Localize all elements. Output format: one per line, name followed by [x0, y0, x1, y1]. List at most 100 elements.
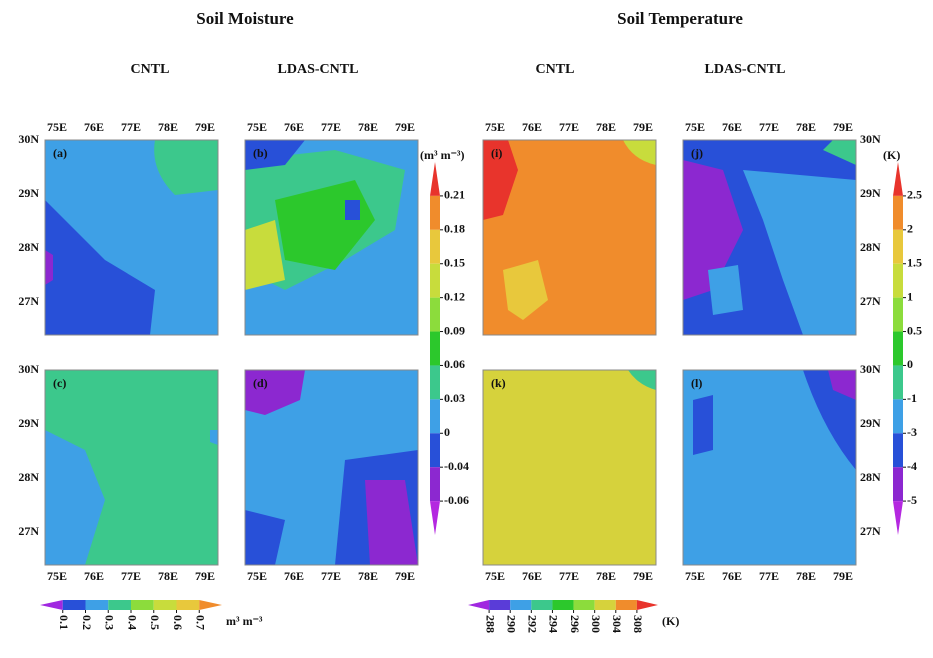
colorbar-cell [430, 229, 440, 264]
colorbar-unit: (K) [883, 148, 900, 162]
colorbar-label: 0.21 [444, 188, 465, 202]
colorbar-label: 288 [483, 615, 497, 633]
lon-label: 78E [796, 569, 816, 583]
colorbar-cell [153, 600, 177, 610]
column-title: LDAS-CNTL [278, 62, 359, 77]
column-title: LDAS-CNTL [705, 62, 786, 77]
map-region [503, 260, 548, 320]
lon-label: 78E [158, 569, 178, 583]
colorbar-label: 292 [526, 615, 540, 633]
map-panel: (c) [44, 369, 219, 566]
map-region [210, 430, 218, 445]
lon-label: 76E [522, 120, 542, 134]
colorbar-label: 294 [547, 615, 561, 633]
lat-label: 27N [18, 294, 39, 308]
colorbar-label: 296 [568, 615, 582, 633]
lon-label: 77E [321, 569, 341, 583]
colorbar-label: 300 [589, 615, 603, 633]
lon-label: 75E [247, 120, 267, 134]
map-region [345, 200, 360, 220]
panel-frame [44, 369, 219, 566]
colorbar-label: 0.12 [444, 289, 465, 303]
colorbar-label: 0 [907, 357, 913, 371]
panel-frame [482, 139, 657, 336]
map-panel: (j) [682, 139, 857, 336]
colorbar-label: 304 [610, 615, 624, 633]
lat-label: 29N [860, 416, 881, 430]
lon-label: 79E [195, 569, 215, 583]
colorbar-label: 0.4 [125, 615, 139, 630]
colorbar-cell [510, 600, 532, 610]
lon-label: 77E [759, 120, 779, 134]
colorbar-label: 0.03 [444, 391, 465, 405]
colorbar-label: 0.09 [444, 323, 465, 337]
lat-label: 27N [860, 294, 881, 308]
colorbar-cell [552, 600, 574, 610]
map-region [45, 200, 155, 335]
colorbar-cell [430, 501, 440, 535]
colorbar-cell [489, 600, 511, 610]
colorbar-cell [636, 600, 658, 610]
colorbar-label: 0.15 [444, 255, 465, 269]
lon-label: 77E [759, 569, 779, 583]
colorbar-cell [893, 229, 903, 264]
map-panel: (k) [482, 369, 657, 566]
panel-frame [44, 139, 219, 336]
colorbar-label: 0 [444, 425, 450, 439]
panel-label: (j) [691, 146, 703, 160]
map-region [828, 370, 856, 400]
colorbar-label: 1.5 [907, 255, 922, 269]
map-region [45, 430, 105, 565]
lat-label: 28N [18, 240, 39, 254]
lon-label: 77E [321, 120, 341, 134]
panel-frame [682, 369, 857, 566]
colorbar-cell [430, 365, 440, 400]
colorbar-label: 290 [504, 615, 518, 633]
lon-label: 78E [158, 120, 178, 134]
map-region [693, 395, 713, 455]
colorbar-unit: m³ m⁻³ [226, 614, 263, 628]
panel-label: (d) [253, 376, 268, 390]
lat-label: 30N [18, 362, 39, 376]
panel-label: (i) [491, 146, 502, 160]
panel-label: (k) [491, 376, 506, 390]
colorbar-label: 0.6 [171, 615, 185, 630]
colorbar-label: 0.06 [444, 357, 465, 371]
lon-label: 76E [284, 120, 304, 134]
lon-label: 76E [84, 120, 104, 134]
lon-label: 75E [485, 569, 505, 583]
colorbar-cell [430, 331, 440, 366]
lon-label: 77E [121, 120, 141, 134]
map-background [483, 370, 656, 565]
lon-label: 78E [596, 120, 616, 134]
lat-label: 28N [18, 470, 39, 484]
colorbar-label: 0.5 [148, 615, 162, 630]
map-panel: (d) [244, 369, 419, 566]
heading: Soil Temperature [617, 9, 743, 28]
colorbar-cell [131, 600, 154, 610]
map-region [365, 480, 418, 565]
lat-label: 29N [860, 186, 881, 200]
map-region [623, 140, 656, 165]
colorbar-cell [85, 600, 109, 610]
colorbar-cell [430, 195, 440, 230]
lat-label: 28N [860, 240, 881, 254]
colorbar-cell [40, 600, 63, 610]
lon-label: 75E [47, 120, 67, 134]
colorbar-cell [430, 433, 440, 468]
column-title: CNTL [131, 62, 170, 77]
lon-label: 77E [559, 569, 579, 583]
lat-label: 30N [860, 132, 881, 146]
lon-label: 77E [121, 569, 141, 583]
lon-label: 78E [796, 120, 816, 134]
colorbar-cell [199, 600, 222, 610]
colorbar-label: 308 [631, 615, 645, 633]
colorbar-cell [893, 331, 903, 366]
lon-label: 76E [722, 569, 742, 583]
colorbar-label: 0.1 [57, 615, 71, 630]
colorbar-cell [893, 162, 903, 196]
colorbar-cell [468, 600, 490, 610]
colorbar-cell [430, 162, 440, 196]
panel-frame [682, 139, 857, 336]
colorbar-label: -1 [907, 391, 917, 405]
